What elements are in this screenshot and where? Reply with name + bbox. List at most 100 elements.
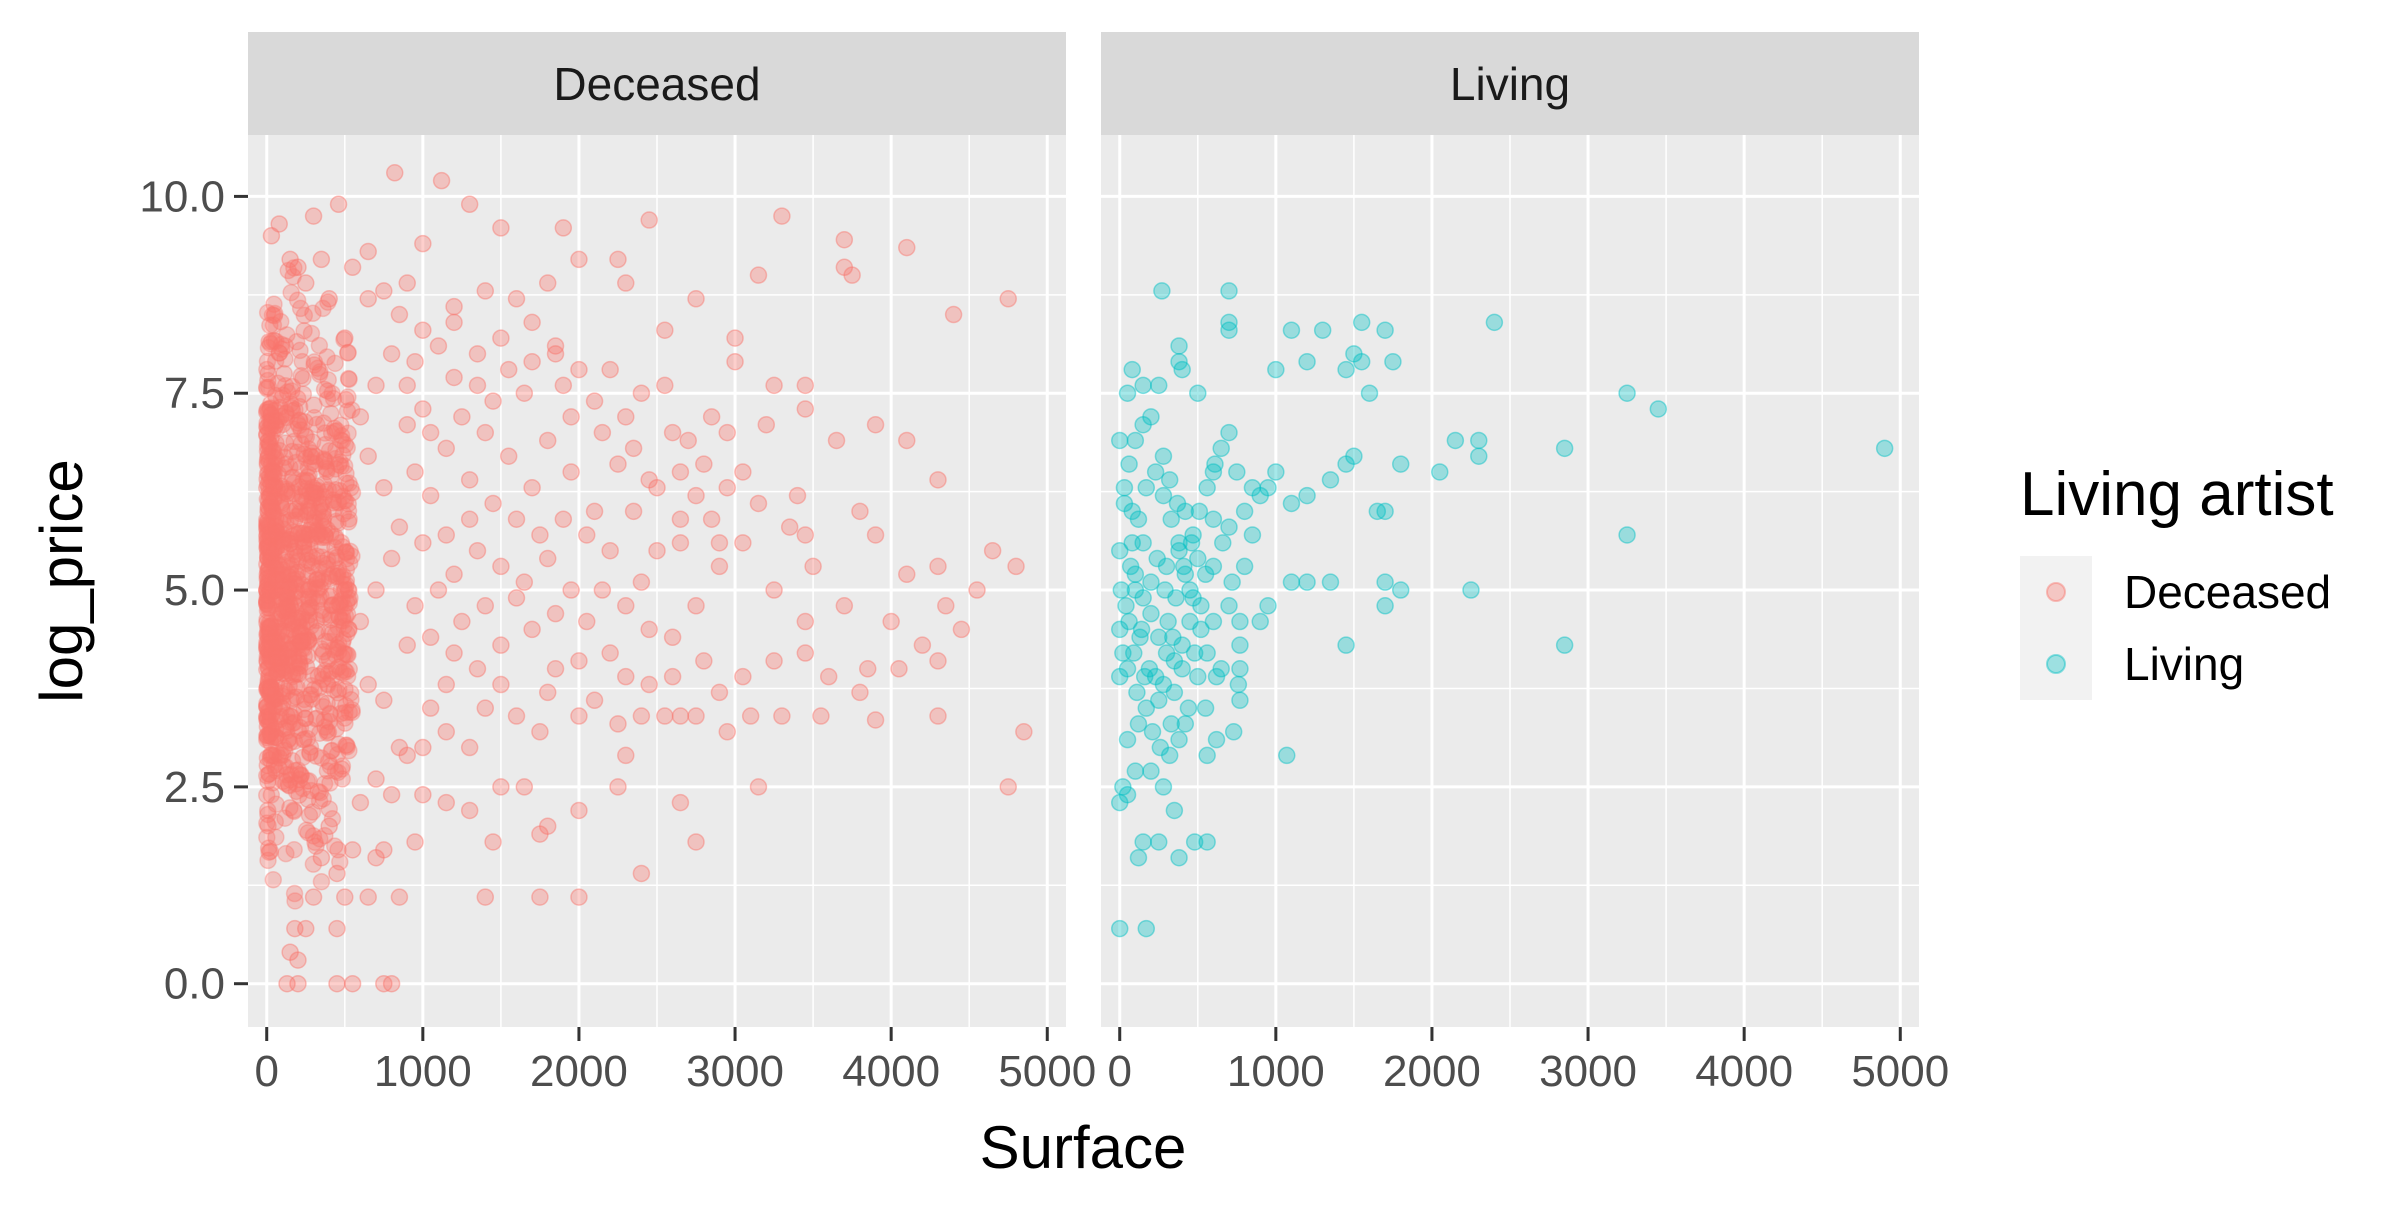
scatter-point [339, 502, 358, 520]
scatter-point [297, 821, 316, 839]
scatter-point [1204, 557, 1223, 576]
scatter-point [262, 552, 281, 571]
scatter-point [492, 778, 510, 796]
scatter-point [279, 730, 298, 748]
x-tick-label: 4000 [842, 1047, 940, 1096]
scatter-point [280, 656, 299, 674]
scatter-point [261, 399, 280, 417]
scatter-point [702, 510, 721, 528]
scatter-point [258, 401, 276, 420]
scatter-point [289, 414, 307, 432]
scatter-point [812, 707, 830, 725]
scatter-point [302, 781, 320, 800]
scatter-point [288, 659, 307, 677]
scatter-point [554, 510, 573, 528]
scatter-point [663, 667, 682, 686]
scatter-point [261, 678, 280, 696]
scatter-point [334, 612, 353, 630]
scatter-point [944, 305, 963, 324]
scatter-point [390, 888, 409, 906]
scatter-point [308, 520, 326, 539]
scatter-point [265, 554, 283, 573]
scatter-point [262, 406, 280, 424]
scatter-point [316, 632, 335, 651]
panel-deceased: Deceased [248, 32, 1066, 1027]
scatter-point [1278, 746, 1296, 765]
scatter-point [271, 479, 289, 498]
scatter-point [398, 274, 416, 292]
scatter-point [259, 503, 278, 522]
scatter-point [258, 566, 276, 584]
scatter-point [334, 505, 353, 523]
scatter-point [334, 664, 352, 682]
scatter-point [302, 553, 320, 572]
scatter-point [303, 589, 322, 607]
scatter-point [328, 493, 347, 512]
scatter-point [311, 578, 329, 596]
scatter-point [265, 468, 284, 486]
scatter-point [258, 592, 276, 610]
scatter-point [258, 569, 276, 588]
scatter-point [257, 510, 276, 529]
scatter-point [284, 267, 302, 286]
scatter-point [468, 345, 487, 363]
scatter-point [259, 617, 277, 636]
scatter-point [1134, 589, 1152, 607]
scatter-point [329, 763, 347, 782]
scatter-point [266, 566, 285, 584]
scatter-point [307, 489, 325, 507]
scatter-point [258, 581, 276, 600]
scatter-point [290, 770, 309, 789]
scatter-point [290, 417, 308, 435]
scatter-point [1220, 597, 1238, 615]
scatter-point [1192, 620, 1210, 639]
scatter-point [325, 681, 343, 699]
scatter-point [290, 617, 308, 636]
scatter-point [546, 604, 565, 623]
scatter-point [327, 512, 345, 531]
scatter-point [343, 483, 362, 502]
scatter-point [265, 697, 284, 716]
scatter-point [276, 809, 294, 827]
scatter-point [334, 566, 352, 585]
scatter-point [259, 403, 278, 421]
scatter-point [281, 458, 299, 476]
scatter-point [333, 648, 352, 666]
scatter-point [1114, 778, 1132, 796]
scatter-point [306, 481, 324, 499]
scatter-point [531, 723, 549, 741]
scatter-point [264, 544, 283, 563]
panel-living: Living [1101, 32, 1919, 1027]
scatter-point [282, 620, 301, 639]
x-axis-deceased: 0 1000 2000 3000 4000 5000 [254, 1027, 1096, 1096]
scatter-point [322, 670, 341, 688]
scatter-point [318, 652, 336, 670]
scatter-point [1134, 376, 1152, 395]
scatter-point [333, 590, 351, 609]
scatter-point [274, 531, 292, 549]
scatter-point [1235, 557, 1254, 576]
scatter-point [1126, 581, 1145, 599]
scatter-point [323, 596, 341, 615]
scatter-point [266, 539, 284, 558]
scatter-point [273, 664, 292, 682]
scatter-point [258, 464, 277, 483]
scatter-point [262, 733, 280, 752]
scatter-point [268, 479, 286, 498]
scatter-point [382, 785, 401, 804]
scatter-point [523, 313, 541, 332]
scatter-point [299, 440, 318, 458]
scatter-point [259, 371, 277, 390]
scatter-point [258, 442, 277, 461]
scatter-point [340, 370, 358, 389]
scatter-point [272, 605, 290, 623]
scatter-point [298, 472, 317, 490]
scatter-point [268, 610, 287, 628]
scatter-point [281, 250, 299, 269]
scatter-point [260, 590, 278, 609]
scatter-point [311, 783, 330, 802]
scatter-point [333, 538, 352, 556]
scatter-point [259, 560, 278, 579]
scatter-point [570, 707, 588, 725]
scatter-point [310, 792, 329, 810]
